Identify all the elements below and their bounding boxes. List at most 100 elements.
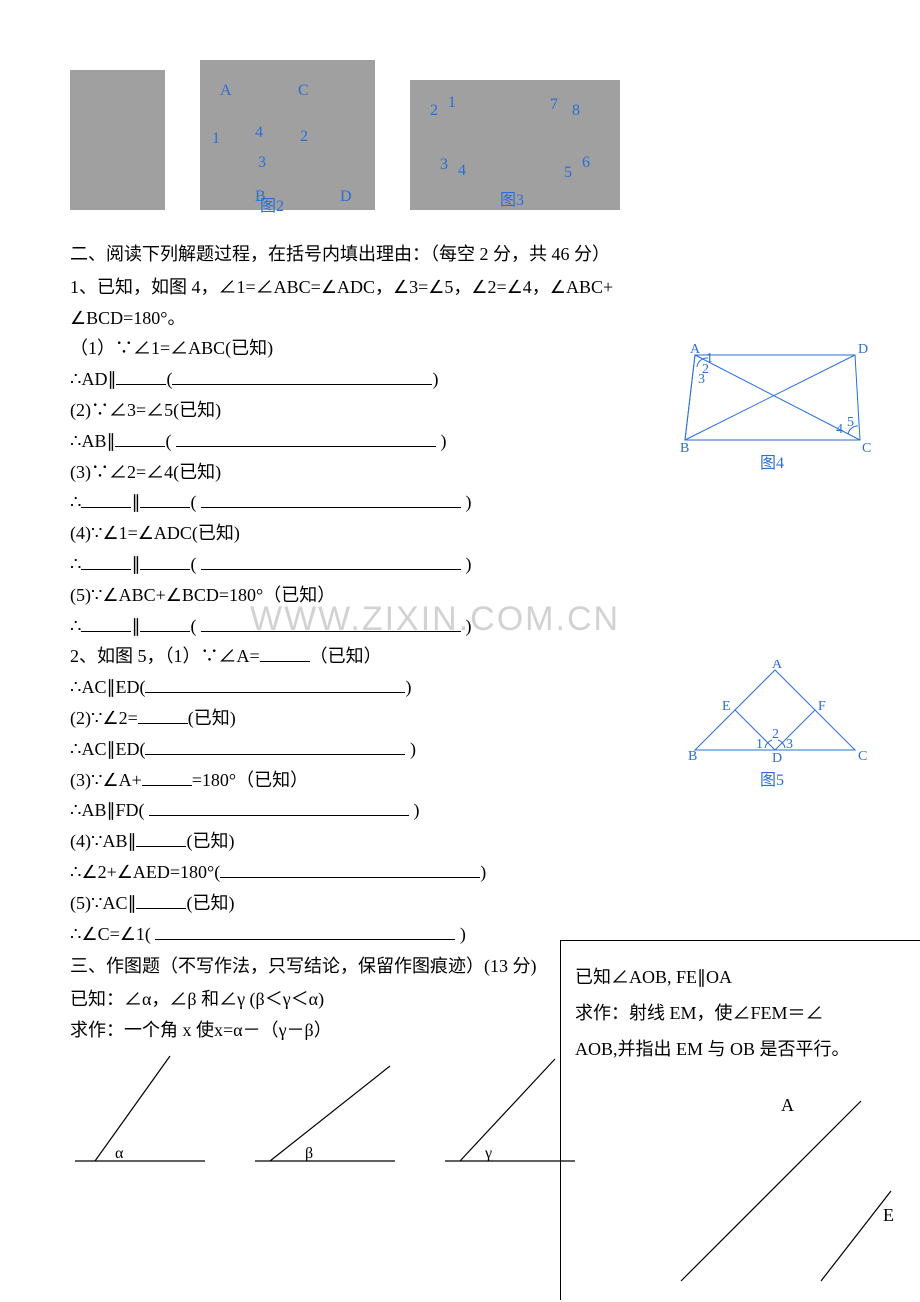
blank[interactable] — [81, 613, 131, 632]
angle-gamma: γ — [440, 1051, 580, 1171]
figure-3: 2 1 7 8 3 4 5 6 图3 — [410, 80, 620, 210]
q2-4a: (4)∵AB∥ (已知) — [70, 827, 870, 856]
q2-4b-pre: ∴∠2+∠AED=180°( — [70, 862, 220, 882]
blank[interactable] — [176, 428, 436, 447]
q2-2b-pre: ∴AC∥ED( — [70, 739, 145, 759]
fig3-6: 6 — [582, 150, 590, 176]
q1-5b: ∴∥( ) — [70, 612, 870, 641]
fig2-C: C — [298, 78, 309, 104]
blank[interactable] — [142, 767, 192, 786]
blank[interactable] — [116, 366, 166, 385]
q1-3b-pre: ∴ — [70, 492, 81, 512]
q2-4b: ∴∠2+∠AED=180°() — [70, 858, 870, 887]
figure-row: A C 1 4 2 3 B D 图2 2 1 7 8 3 4 5 6 图3 — [70, 60, 870, 210]
q1-5a: (5)∵∠ABC+∠BCD=180°（已知） — [70, 581, 870, 610]
q1-intro-b: ∠BCD=180°。 — [70, 304, 870, 333]
angle-gamma-label: γ — [484, 1145, 492, 1162]
angle-alpha: α — [70, 1051, 210, 1171]
fig3-8: 8 — [572, 98, 580, 124]
fig2-D: D — [340, 184, 352, 210]
blank[interactable] — [145, 736, 405, 755]
q2-3a: (3)∵∠A+ =180°（已知） — [70, 766, 870, 795]
q2-3a-suf: =180°（已知） — [192, 770, 308, 790]
q2-4a-pre: (4)∵AB∥ — [70, 831, 136, 851]
q1-2a: (2)∵∠3=∠5(已知) — [70, 396, 870, 425]
blank[interactable] — [172, 366, 432, 385]
q1-5b-pre: ∴ — [70, 616, 81, 636]
box-label-E: E — [883, 1205, 894, 1225]
q2-2a-pre: (2)∵∠2= — [70, 708, 138, 728]
fig3-5: 5 — [564, 160, 572, 186]
blank[interactable] — [140, 613, 190, 632]
q2-5a-suf: (已知) — [186, 893, 234, 913]
q1-2b: ∴AB∥( ) — [70, 427, 870, 456]
blank[interactable] — [138, 705, 188, 724]
angles-row: α β γ — [70, 1051, 870, 1171]
q1-1a: （1）∵∠1=∠ABC(已知) — [70, 334, 870, 363]
q1-4b: ∴∥( ) — [70, 550, 870, 579]
q2-5a-pre: (5)∵AC∥ — [70, 893, 136, 913]
q2-intro: 2、如图 5，（1）∵∠A= （已知） — [70, 642, 870, 671]
blank[interactable] — [145, 674, 405, 693]
blank[interactable] — [81, 489, 131, 508]
angle-beta-label: β — [305, 1145, 313, 1162]
q2-intro-pre: 2、如图 5，（1）∵∠A= — [70, 646, 260, 666]
q1-2b-pre: ∴AB∥ — [70, 431, 115, 451]
fig2-4: 4 — [255, 120, 263, 146]
q1-4b-pre: ∴ — [70, 554, 81, 574]
blank[interactable] — [136, 890, 186, 909]
section3-want: 求作：一个角 x 使x=α－（γ－β） — [70, 1016, 870, 1045]
fig2-3: 3 — [258, 150, 266, 176]
q1-4b-mid: ∥ — [131, 554, 140, 574]
q2-5b-pre: ∴∠C=∠1( — [70, 924, 151, 944]
figure-2: A C 1 4 2 3 B D 图2 — [200, 60, 375, 210]
q1-3b-mid: ∥ — [131, 492, 140, 512]
q1-intro-a: 1、已知，如图 4，∠1=∠ABC=∠ADC，∠3=∠5，∠2=∠4，∠ABC+ — [70, 273, 870, 302]
blank[interactable] — [140, 489, 190, 508]
q2-3b-pre: ∴AB∥FD( — [70, 800, 144, 820]
fig2-caption: 图2 — [260, 194, 284, 220]
q2-5a: (5)∵AC∥ (已知) — [70, 889, 870, 918]
fig2-A: A — [220, 78, 232, 104]
q2-5b: ∴∠C=∠1( ) — [70, 920, 870, 949]
q1-4a: (4)∵∠1=∠ADC(已知) — [70, 519, 870, 548]
q1-3a: (3)∵∠2=∠4(已知) — [70, 458, 870, 487]
q2-1b-pre: ∴AC∥ED( — [70, 677, 145, 697]
fig2-1: 1 — [212, 126, 220, 152]
q2-2a-suf: (已知) — [188, 708, 236, 728]
blank[interactable] — [155, 921, 455, 940]
blank[interactable] — [136, 828, 186, 847]
blank[interactable] — [201, 613, 461, 632]
q2-2a: (2)∵∠2= (已知) — [70, 704, 870, 733]
blank[interactable] — [115, 428, 165, 447]
fig3-3: 3 — [440, 152, 448, 178]
angle-alpha-label: α — [115, 1145, 124, 1162]
q2-intro-suf: （已知） — [310, 646, 382, 666]
blank[interactable] — [220, 859, 480, 878]
q1-1b-pre: ∴AD∥ — [70, 369, 116, 389]
angle-beta: β — [250, 1051, 400, 1171]
section2-head: 二、阅读下列解题过程，在括号内填出理由：（每空 2 分，共 46 分） — [70, 240, 870, 269]
q2-3a-pre: (3)∵∠A+ — [70, 770, 142, 790]
fig3-7: 7 — [550, 92, 558, 118]
blank[interactable] — [201, 489, 461, 508]
q2-1b: ∴AC∥ED() — [70, 673, 870, 702]
q2-4a-suf: (已知) — [186, 831, 234, 851]
blank[interactable] — [260, 643, 310, 662]
blank[interactable] — [81, 551, 131, 570]
q2-3b: ∴AB∥FD( ) — [70, 796, 870, 825]
fig3-caption: 图3 — [500, 188, 524, 214]
q2-2b: ∴AC∥ED( ) — [70, 735, 870, 764]
q1-3b: ∴∥( ) — [70, 488, 870, 517]
q1-1b: ∴AD∥() — [70, 365, 870, 394]
section3-head: 三、作图题（不写作法，只写结论，保留作图痕迹）(13 分) — [70, 952, 870, 981]
gray-box-1 — [70, 70, 165, 210]
fig3-2: 2 — [430, 98, 438, 124]
blank[interactable] — [201, 551, 461, 570]
fig3-1: 1 — [448, 90, 456, 116]
q1-5b-mid: ∥ — [131, 616, 140, 636]
blank[interactable] — [149, 797, 409, 816]
fig2-2: 2 — [300, 124, 308, 150]
blank[interactable] — [140, 551, 190, 570]
section3-given: 已知：∠α，∠β 和∠γ (β＜γ＜α) — [70, 985, 870, 1014]
